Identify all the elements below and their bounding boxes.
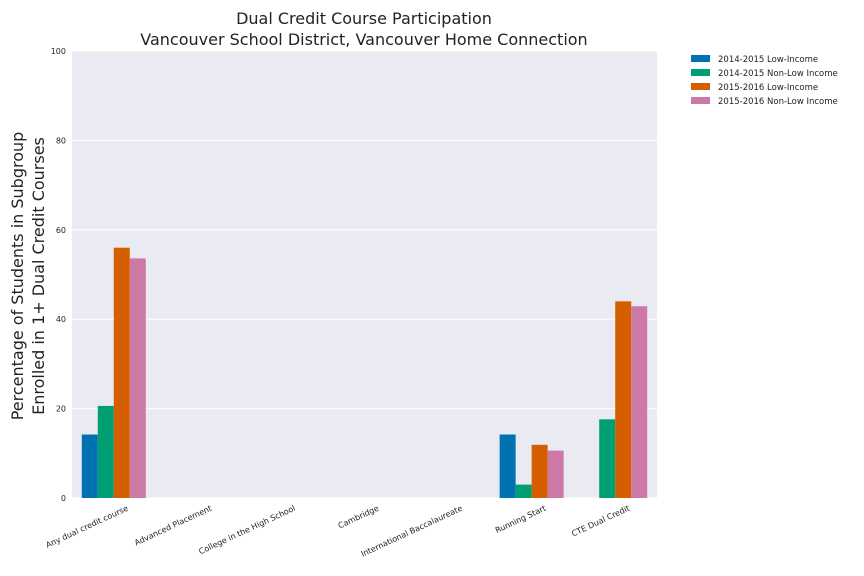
bar [97, 405, 114, 498]
bar [547, 450, 564, 498]
y-axis-label-line-1: Percentage of Students in Subgroup [8, 132, 27, 421]
bar [113, 247, 130, 498]
legend-swatch [691, 55, 710, 62]
chart-subtitle: Vancouver School District, Vancouver Hom… [140, 30, 587, 49]
bar [499, 434, 516, 498]
legend-label: 2014-2015 Non-Low Income [718, 69, 838, 79]
y-tick-label: 40 [56, 315, 66, 324]
bar [531, 444, 548, 498]
bar [515, 484, 532, 498]
y-tick-label: 80 [56, 136, 66, 145]
bars [81, 247, 648, 498]
x-axis-ticks: Any dual credit course Advanced Placement… [44, 504, 631, 559]
legend-swatch [691, 69, 710, 76]
y-tick-label: 60 [56, 226, 66, 235]
legend-swatch [691, 83, 710, 90]
bar [631, 306, 648, 498]
legend-label: 2015-2016 Non-Low Income [718, 97, 838, 107]
legend-label: 2015-2016 Low-Income [718, 83, 818, 93]
bar [81, 434, 98, 498]
plot-area [72, 51, 657, 498]
x-tick-label: Cambridge [337, 504, 381, 531]
y-axis-label-line-2: Enrolled in 1+ Dual Credit Courses [29, 137, 48, 415]
chart-title: Dual Credit Course Participation [236, 9, 492, 28]
legend-swatch [691, 97, 710, 104]
y-tick-label: 0 [61, 494, 66, 503]
y-axis-ticks: 0 20 40 60 80 100 [51, 47, 66, 503]
x-tick-label: Running Start [494, 504, 548, 535]
bar [615, 301, 632, 498]
x-tick-label: Advanced Placement [133, 504, 213, 548]
y-tick-label: 100 [51, 47, 66, 56]
y-tick-label: 20 [56, 405, 66, 414]
x-tick-label: Any dual credit course [44, 504, 129, 550]
legend-label: 2014-2015 Low-Income [718, 55, 818, 65]
bar [599, 419, 616, 498]
bar [129, 258, 146, 498]
x-tick-label: CTE Dual Credit [570, 504, 631, 539]
legend: 2014-2015 Low-Income 2014-2015 Non-Low In… [691, 55, 838, 107]
